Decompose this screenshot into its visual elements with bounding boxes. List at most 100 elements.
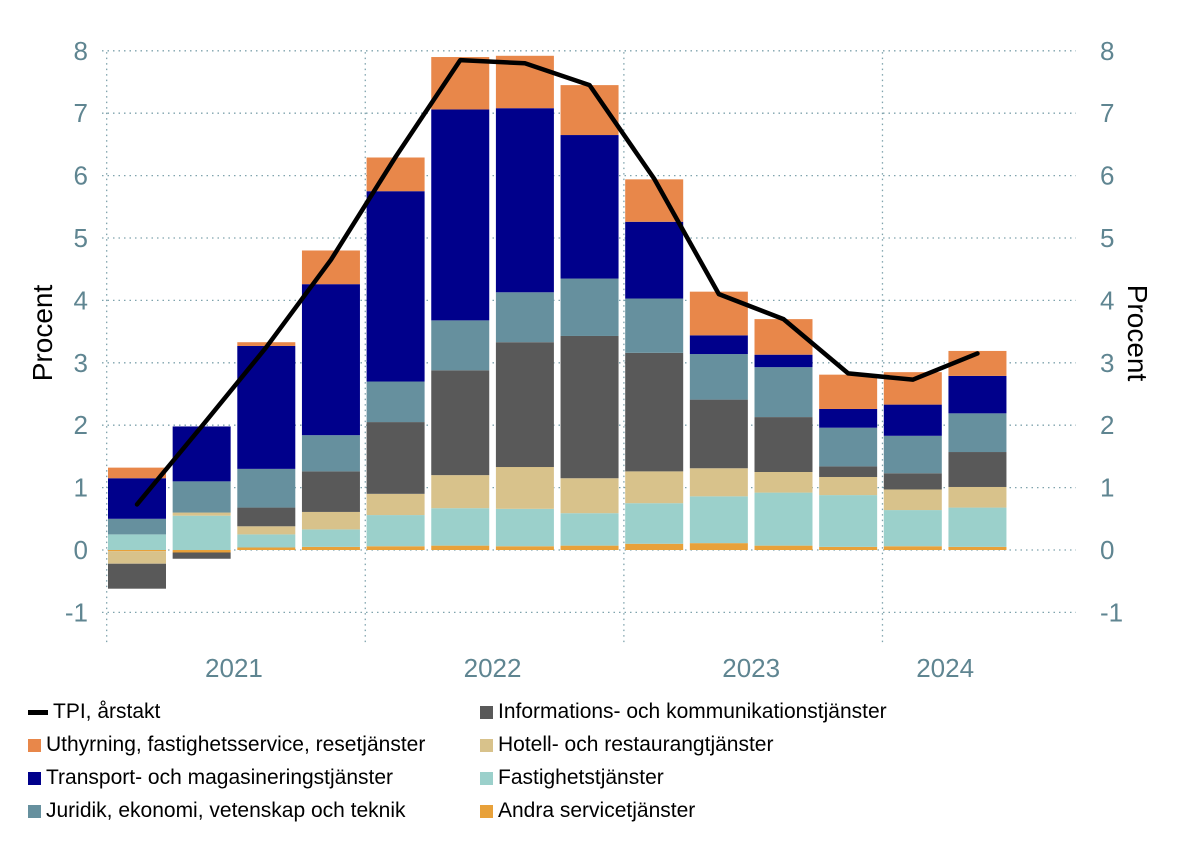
bar-segment — [301, 284, 360, 436]
bar-segment — [883, 404, 942, 436]
bar-segment — [237, 345, 296, 469]
bar-segment — [754, 354, 813, 368]
y-tick-label-right: 0 — [1100, 535, 1114, 565]
bar-segment — [819, 408, 878, 428]
bar-segment — [431, 508, 490, 546]
y-tick-label-right: 2 — [1100, 410, 1114, 440]
y-tick-label-left: 1 — [74, 473, 88, 503]
legend-item-tra: Transport- och magasineringstjänster — [28, 766, 393, 790]
bar-segment — [301, 250, 360, 285]
bar-segment — [495, 546, 554, 550]
bar-segment — [560, 85, 619, 136]
bar-segment — [689, 335, 748, 355]
bar-segment — [431, 370, 490, 476]
legend-item-fas: Fastighetstjänster — [480, 766, 664, 790]
bar-segment — [560, 513, 619, 546]
bar-segment — [560, 278, 619, 336]
y-tick-label-right: 6 — [1100, 161, 1114, 191]
bar-segment — [625, 221, 684, 299]
y-tick-label-left: 5 — [74, 223, 88, 253]
bar-segment — [689, 399, 748, 469]
bar-segment — [883, 489, 942, 511]
x-year-label: 2022 — [464, 653, 522, 683]
y-tick-label-right: 4 — [1100, 285, 1114, 315]
bar-segment — [495, 467, 554, 509]
bar-segment — [819, 546, 878, 550]
y-tick-label-right: 8 — [1100, 36, 1114, 66]
bar-segment — [366, 191, 425, 382]
y-tick-label-left: 6 — [74, 161, 88, 191]
stacked-bar-line-chart: -1 -1 0 0 1 1 2 2 3 3 4 4 5 5 6 6 7 7 8 8 2021 2022 2023 2024 Pr… — [27, 36, 1153, 683]
bar-segment — [819, 495, 878, 547]
bar-segment — [172, 481, 231, 513]
bar-segment — [366, 422, 425, 494]
legend-swatch-info — [480, 705, 493, 719]
y-tick-label-right: 3 — [1100, 348, 1114, 378]
bar-segment — [237, 547, 296, 550]
bar-segment — [560, 135, 619, 279]
bar-segment — [431, 545, 490, 550]
bar-segment — [560, 545, 619, 550]
bar-segment — [108, 550, 166, 552]
bar-segment — [172, 515, 231, 550]
bar-segment — [172, 426, 231, 482]
y-tick-label-right: -1 — [1100, 597, 1123, 627]
bar-segment — [495, 508, 554, 547]
legend-swatch-tra — [28, 771, 41, 785]
bar-segment — [625, 503, 684, 544]
bar-segment — [754, 417, 813, 472]
bar-segment — [625, 471, 684, 504]
bar-segment — [172, 550, 231, 553]
y-tick-label-left: 8 — [74, 36, 88, 66]
bar-segment — [301, 511, 360, 530]
bar-segment — [431, 320, 490, 371]
bar-segment — [431, 109, 490, 321]
legend-label-info: Informations- och kommunikationstjänster — [498, 700, 887, 723]
bar-segment — [301, 471, 360, 512]
y-axis-title-left: Procent — [27, 285, 58, 382]
bar-segment — [754, 367, 813, 418]
legend-label-tpi: TPI, årstakt — [53, 700, 161, 723]
bar-segment — [689, 291, 748, 336]
bar-segment — [237, 534, 296, 548]
bar-segment — [237, 468, 296, 508]
bar-segment — [689, 354, 748, 400]
y-tick-label-left: 0 — [74, 535, 88, 565]
bar-segment — [431, 57, 490, 110]
legend-swatch-fas — [480, 771, 493, 785]
y-tick-label-left: 2 — [74, 410, 88, 440]
bar-segment — [237, 507, 296, 527]
bar-segment — [366, 515, 425, 547]
y-tick-label-left: 7 — [74, 98, 88, 128]
tpi-line — [134, 57, 980, 507]
legend-item-info: Informations- och kommunikationstjänster — [480, 700, 887, 724]
x-year-label: 2023 — [722, 653, 780, 683]
y-tick-label-right: 5 — [1100, 223, 1114, 253]
legend-label-uth: Uthyrning, fastighetsservice, resetjänst… — [46, 733, 426, 756]
bar-segment — [625, 352, 684, 472]
y-tick-label-right: 7 — [1100, 98, 1114, 128]
bar-segment — [237, 526, 296, 535]
bar-segment — [560, 335, 619, 479]
bar-segment — [108, 467, 166, 479]
bar-segment — [108, 534, 166, 550]
bar-segment — [495, 108, 554, 293]
legend-swatch-uth — [28, 738, 41, 752]
bar-segment — [108, 478, 166, 519]
bar-segment — [754, 545, 813, 550]
bar-segment — [948, 507, 1007, 547]
y-tick-label-right: 1 — [1100, 473, 1114, 503]
bar-segment — [172, 552, 231, 559]
legend-swatch-jur — [28, 804, 41, 818]
legend-swatch-and — [480, 804, 493, 818]
legend-item-jur: Juridik, ekonomi, vetenskap och teknik — [28, 799, 406, 823]
x-year-label: 2024 — [916, 653, 974, 683]
legend-item-tpi: TPI, årstakt — [28, 700, 160, 724]
bar-segment — [883, 510, 942, 547]
bar-segment — [948, 486, 1007, 508]
y-tick-label-left: -1 — [65, 597, 88, 627]
bar-segment — [883, 473, 942, 490]
bar-segment — [948, 413, 1007, 453]
bar-segment — [108, 551, 166, 564]
